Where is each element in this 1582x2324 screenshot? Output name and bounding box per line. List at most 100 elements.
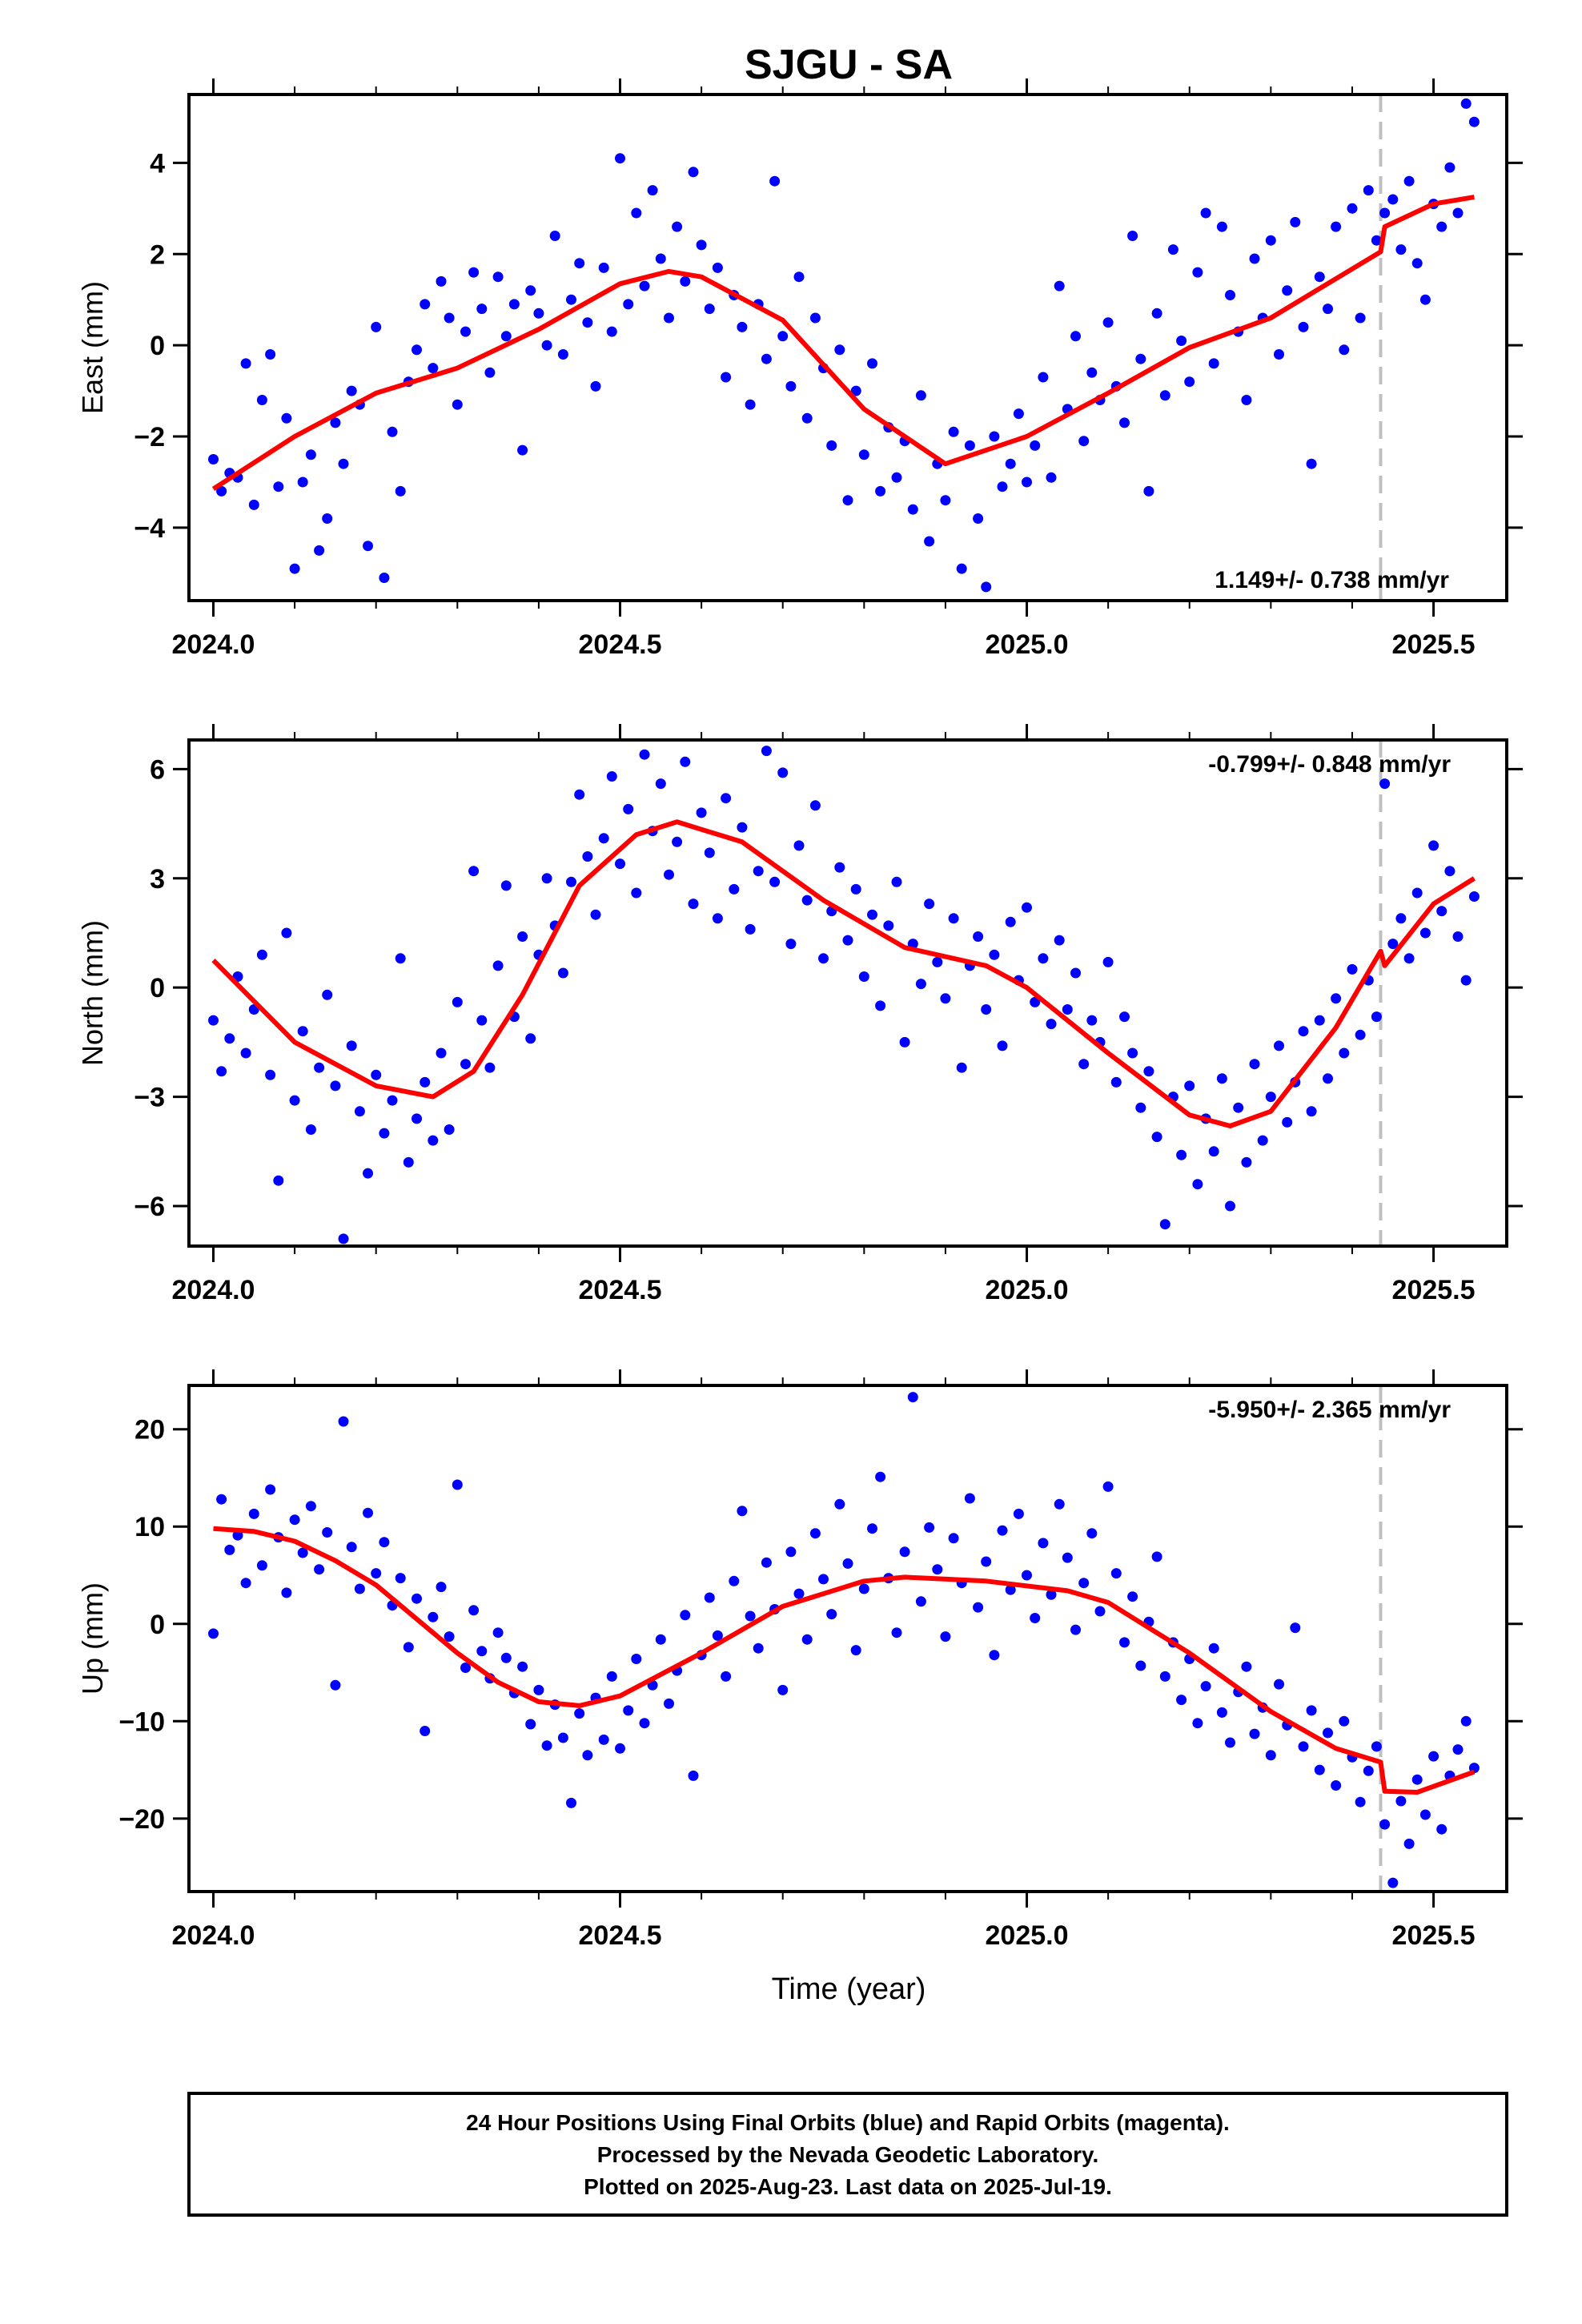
north-data-point xyxy=(1208,1146,1219,1157)
east-data-point xyxy=(1135,353,1146,364)
east-data-point xyxy=(1054,280,1065,292)
up-data-point xyxy=(1078,1578,1090,1589)
up-data-point xyxy=(1005,1584,1016,1595)
east-data-point xyxy=(1208,358,1219,369)
north-data-point xyxy=(1452,931,1464,942)
east-data-point xyxy=(566,294,576,305)
east-data-point xyxy=(777,331,789,342)
east-data-point xyxy=(688,167,699,178)
up-data-point xyxy=(842,1558,853,1569)
east-data-point xyxy=(891,472,902,483)
up-data-point xyxy=(305,1501,316,1512)
up-data-point xyxy=(1176,1695,1187,1706)
north-data-point xyxy=(834,862,845,873)
up-data-point xyxy=(363,1507,373,1518)
north-data-point xyxy=(403,1156,414,1168)
east-xtick-label: 2025.5 xyxy=(1392,629,1476,660)
north-data-point xyxy=(1022,902,1032,913)
up-data-point xyxy=(940,1631,951,1642)
east-data-point xyxy=(696,239,707,251)
up-data-point xyxy=(801,1634,813,1645)
east-data-point xyxy=(655,253,666,264)
up-data-point xyxy=(704,1592,715,1603)
north-data-point xyxy=(1184,1080,1195,1092)
east-xtick-label: 2024.5 xyxy=(579,629,662,660)
north-data-point xyxy=(793,840,805,851)
north-xtick-label: 2024.5 xyxy=(579,1275,662,1305)
east-data-point xyxy=(590,380,601,392)
up-data-point xyxy=(1363,1765,1374,1776)
east-data-point xyxy=(1323,304,1333,315)
east-data-point xyxy=(248,499,259,510)
north-data-point xyxy=(712,913,723,924)
up-data-point xyxy=(297,1547,308,1558)
north-data-point xyxy=(1038,953,1049,964)
north-data-point xyxy=(500,880,512,891)
up-data-point xyxy=(582,1750,593,1761)
north-data-point xyxy=(761,746,772,757)
east-data-point xyxy=(549,231,560,241)
up-y-axis-label: Up (mm) xyxy=(76,1582,109,1695)
up-data-point xyxy=(973,1602,984,1613)
east-data-point xyxy=(208,454,219,464)
north-data-point xyxy=(1323,1073,1333,1084)
up-data-point xyxy=(1086,1528,1098,1539)
north-data-point xyxy=(924,899,935,910)
up-data-point xyxy=(492,1627,504,1638)
east-data-point xyxy=(395,485,406,497)
north-data-point xyxy=(948,913,959,924)
east-xtick-label: 2024.0 xyxy=(171,629,255,660)
east-data-point xyxy=(1184,376,1195,388)
north-data-point xyxy=(997,1040,1008,1051)
east-data-point xyxy=(508,299,520,310)
up-data-point xyxy=(850,1645,861,1656)
east-data-point xyxy=(452,399,463,410)
up-data-point xyxy=(281,1587,292,1598)
up-data-point xyxy=(932,1564,943,1575)
north-data-point xyxy=(615,858,625,870)
north-data-point xyxy=(541,873,552,884)
north-data-point xyxy=(517,931,528,942)
east-data-point xyxy=(1347,203,1358,214)
up-data-point xyxy=(1460,1715,1472,1727)
north-data-point xyxy=(688,899,699,910)
north-data-point xyxy=(858,971,869,982)
east-data-point xyxy=(436,275,447,287)
up-ytick-label: 10 xyxy=(135,1512,165,1542)
up-data-point xyxy=(777,1684,789,1695)
east-data-point xyxy=(1452,207,1464,219)
up-data-point xyxy=(1013,1508,1024,1519)
up-data-point xyxy=(867,1523,877,1534)
up-data-point xyxy=(1102,1481,1114,1492)
east-data-point xyxy=(1046,472,1057,483)
up-data-point xyxy=(1110,1568,1122,1579)
up-data-point xyxy=(1379,1819,1391,1830)
east-data-point xyxy=(1078,436,1090,447)
north-data-point xyxy=(956,1062,967,1073)
east-data-point xyxy=(1306,458,1317,469)
east-data-point xyxy=(907,504,918,515)
north-data-point xyxy=(330,1080,341,1092)
east-ytick-label: −4 xyxy=(134,513,165,544)
north-data-point xyxy=(1403,953,1415,964)
north-xtick-label: 2025.5 xyxy=(1392,1275,1476,1305)
up-data-point xyxy=(1249,1728,1260,1739)
north-data-point xyxy=(1257,1135,1268,1146)
east-data-point xyxy=(1167,244,1178,255)
east-data-point xyxy=(525,285,536,296)
up-data-point xyxy=(1159,1671,1170,1682)
east-data-point xyxy=(1468,116,1480,127)
up-data-point xyxy=(1411,1774,1423,1785)
east-data-point xyxy=(1127,231,1138,241)
up-data-point xyxy=(1436,1823,1447,1835)
north-data-point xyxy=(1347,963,1358,975)
up-data-point xyxy=(664,1698,674,1709)
up-data-point xyxy=(1127,1591,1138,1602)
up-data-point xyxy=(680,1610,691,1621)
up-data-point xyxy=(1241,1661,1252,1672)
up-xtick-label: 2025.5 xyxy=(1392,1920,1476,1951)
north-data-point xyxy=(1411,887,1423,899)
up-data-point xyxy=(1274,1679,1284,1690)
up-data-point xyxy=(623,1705,634,1716)
north-data-point xyxy=(1225,1200,1235,1212)
